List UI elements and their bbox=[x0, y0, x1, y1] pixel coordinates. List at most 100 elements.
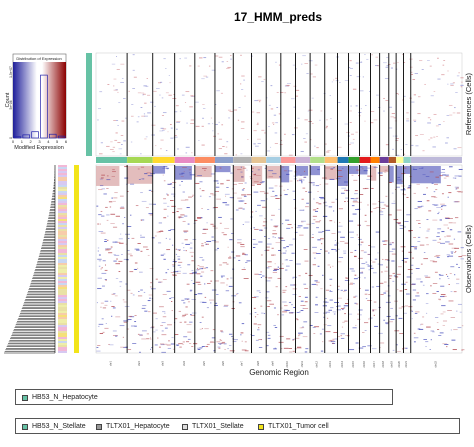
observation-cell bbox=[401, 250, 404, 252]
observation-cell bbox=[130, 214, 132, 216]
observation-cell bbox=[229, 239, 233, 241]
observation-cell bbox=[420, 323, 424, 325]
observation-cell bbox=[219, 222, 222, 224]
observation-cell bbox=[99, 185, 104, 187]
observation-cell bbox=[304, 301, 308, 303]
reference-cell bbox=[141, 92, 145, 94]
observation-cell bbox=[256, 183, 262, 185]
reference-cell bbox=[348, 67, 351, 69]
reference-cell bbox=[362, 76, 364, 78]
observation-cell bbox=[161, 322, 166, 324]
observation-cell bbox=[214, 249, 218, 251]
color-key-x-tick: 2 bbox=[30, 139, 33, 144]
observation-cell bbox=[191, 346, 194, 347]
observation-cell bbox=[453, 222, 457, 224]
observation-cell bbox=[257, 329, 260, 331]
observation-cell bbox=[149, 337, 151, 339]
observation-cell bbox=[168, 340, 170, 342]
observation-cell bbox=[442, 324, 446, 326]
color-key-x-tick: 3 bbox=[38, 139, 41, 144]
reference-cell bbox=[284, 92, 287, 94]
observation-cell bbox=[242, 208, 245, 210]
observation-cell bbox=[320, 350, 324, 352]
observation-cell bbox=[292, 288, 298, 290]
observation-cell bbox=[199, 347, 203, 349]
observation-cell bbox=[315, 296, 318, 298]
observation-annotation-cell bbox=[58, 255, 67, 257]
reference-cell bbox=[385, 144, 389, 146]
observation-cell bbox=[242, 224, 245, 225]
observation-cell bbox=[328, 309, 333, 311]
observation-cell bbox=[316, 207, 319, 209]
observation-cell bbox=[408, 231, 411, 233]
observation-cell bbox=[119, 281, 123, 283]
observation-cell bbox=[397, 289, 399, 291]
observation-cell bbox=[338, 336, 341, 338]
observation-cell bbox=[458, 256, 463, 258]
observation-cell bbox=[104, 279, 107, 281]
observation-cell bbox=[180, 199, 186, 201]
observation-cell bbox=[296, 180, 299, 182]
observation-cell bbox=[257, 204, 261, 206]
reference-cell bbox=[352, 88, 357, 90]
reference-cell bbox=[430, 119, 432, 121]
reference-cell bbox=[169, 124, 172, 126]
observation-cell bbox=[360, 250, 364, 252]
observation-cell bbox=[367, 204, 369, 206]
reference-cell bbox=[97, 119, 99, 121]
observation-cell bbox=[414, 248, 417, 250]
observation-cell bbox=[440, 242, 446, 244]
reference-cell bbox=[170, 137, 174, 139]
observation-cell bbox=[251, 297, 257, 298]
observation-cell bbox=[128, 237, 130, 239]
observation-cell bbox=[190, 314, 192, 315]
observation-cell bbox=[163, 198, 167, 200]
observation-cell bbox=[284, 194, 288, 196]
observation-cell bbox=[189, 174, 195, 176]
reference-cell bbox=[268, 126, 270, 128]
observation-cell bbox=[163, 166, 168, 168]
observation-cell bbox=[281, 166, 285, 168]
observation-cell bbox=[404, 261, 408, 263]
observation-cell bbox=[101, 285, 105, 287]
observation-cell bbox=[299, 209, 304, 211]
observation-cell bbox=[311, 222, 315, 224]
observation-cell bbox=[448, 166, 453, 168]
observation-cell bbox=[423, 193, 426, 195]
reference-cell bbox=[189, 65, 192, 67]
observation-cell bbox=[329, 290, 331, 291]
observation-cell bbox=[349, 349, 355, 351]
x-axis-label: Genomic Region bbox=[249, 368, 309, 377]
observation-cell bbox=[378, 201, 380, 202]
reference-cell bbox=[303, 138, 306, 139]
observation-cell bbox=[359, 314, 362, 316]
observation-cell bbox=[273, 254, 276, 256]
observation-cell bbox=[384, 169, 388, 171]
observation-cell bbox=[226, 278, 229, 280]
reference-cell bbox=[184, 57, 188, 59]
observation-cell bbox=[406, 276, 412, 278]
observation-cell bbox=[440, 206, 443, 208]
reference-heatmap bbox=[97, 54, 464, 156]
reference-cell bbox=[195, 125, 200, 127]
observation-cell bbox=[454, 177, 457, 179]
observation-cell bbox=[178, 261, 183, 263]
observation-cell bbox=[410, 246, 415, 247]
legend-label: TLTX01_Tumor cell bbox=[268, 423, 329, 430]
observation-cell bbox=[208, 196, 211, 198]
observation-cell bbox=[387, 322, 389, 324]
observation-cell bbox=[351, 205, 355, 207]
observation-cell bbox=[220, 330, 223, 332]
observation-cell bbox=[331, 233, 336, 234]
reference-cell bbox=[162, 128, 167, 130]
observation-cell bbox=[286, 338, 291, 340]
observation-cell bbox=[408, 185, 412, 187]
reference-cell bbox=[325, 127, 328, 129]
observation-cell bbox=[437, 213, 440, 215]
observation-chromosome-separators bbox=[126, 165, 412, 353]
observation-cell bbox=[423, 339, 427, 340]
observation-cell bbox=[160, 254, 164, 256]
observation-annotation-cell bbox=[58, 283, 67, 285]
observation-cell bbox=[254, 316, 257, 318]
observation-cell bbox=[337, 305, 341, 307]
